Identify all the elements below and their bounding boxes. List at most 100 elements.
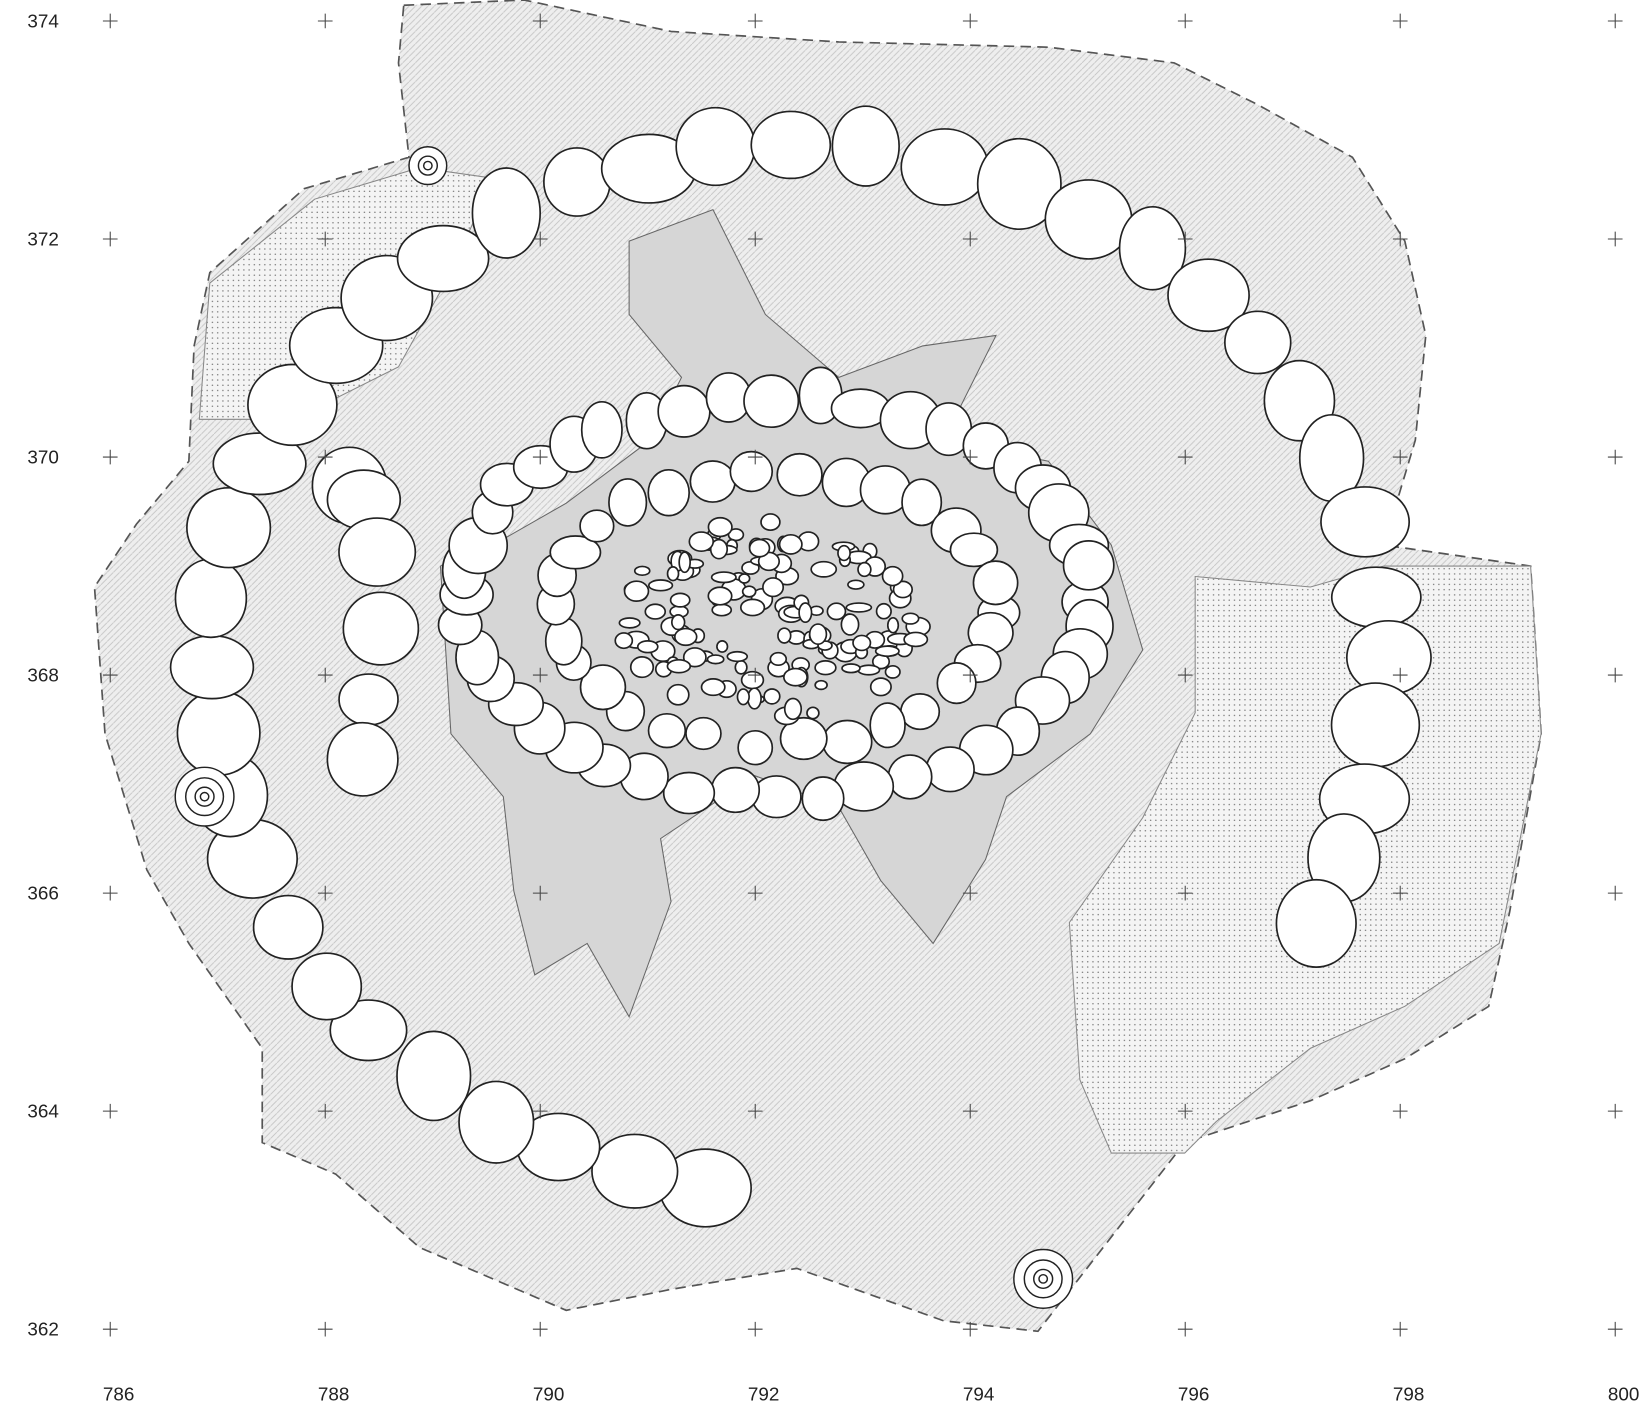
- stone: [580, 400, 623, 459]
- stone: [869, 702, 906, 749]
- stone: [763, 688, 781, 705]
- y-label: 366: [27, 882, 58, 903]
- grid-cross: [1392, 1321, 1408, 1337]
- stone: [734, 660, 748, 675]
- stone: [252, 894, 324, 960]
- stone: [739, 598, 766, 617]
- stone: [841, 663, 861, 674]
- grid-cross: [532, 1321, 548, 1337]
- stone: [798, 602, 813, 624]
- grid-cross: [1177, 231, 1193, 247]
- stone: [174, 558, 248, 639]
- stone: [709, 538, 729, 560]
- grid-cross: [532, 449, 548, 465]
- stone: [636, 640, 659, 654]
- stone: [682, 647, 707, 668]
- grid-cross: [1607, 13, 1623, 29]
- stone: [852, 634, 872, 652]
- grid-cross: [1392, 449, 1408, 465]
- stone: [688, 531, 715, 553]
- grid-cross: [1392, 667, 1408, 683]
- grid-cross: [102, 1321, 118, 1337]
- stone: [777, 627, 792, 644]
- grid-cross: [747, 449, 763, 465]
- stone: [629, 656, 655, 679]
- stone: [936, 662, 977, 705]
- stone: [881, 565, 904, 587]
- stone: [837, 544, 851, 562]
- grid-cross: [1177, 667, 1193, 683]
- grid-cross: [532, 13, 548, 29]
- post-hole: [199, 791, 210, 802]
- x-label: 790: [533, 1383, 564, 1404]
- stone: [644, 603, 667, 620]
- stone: [338, 517, 417, 587]
- stone: [671, 614, 686, 631]
- grid-cross: [1607, 885, 1623, 901]
- stone: [822, 719, 873, 765]
- stone: [762, 577, 785, 598]
- stone: [710, 571, 737, 584]
- grid-cross: [1392, 13, 1408, 29]
- stone: [740, 670, 765, 690]
- stone: [471, 167, 542, 259]
- grid-cross: [747, 1103, 763, 1119]
- stone: [662, 771, 716, 815]
- stone: [778, 533, 803, 555]
- stone: [900, 693, 941, 731]
- stone: [737, 729, 774, 766]
- stone: [779, 716, 828, 761]
- stone: [706, 654, 725, 665]
- x-label: 798: [1393, 1383, 1424, 1404]
- stone: [806, 706, 820, 720]
- stone: [685, 716, 722, 751]
- stone: [329, 999, 408, 1062]
- y-label: 374: [27, 10, 58, 31]
- grid-cross: [102, 231, 118, 247]
- stone: [673, 627, 698, 647]
- stone: [826, 602, 847, 621]
- stone: [875, 602, 892, 620]
- stone: [769, 651, 788, 667]
- stone: [857, 664, 881, 676]
- grid-cross: [747, 13, 763, 29]
- grid-cross: [102, 667, 118, 683]
- stone: [887, 754, 933, 800]
- stone: [1330, 682, 1421, 768]
- grid-cross: [962, 13, 978, 29]
- stone: [338, 673, 399, 726]
- stone: [892, 580, 913, 599]
- stone: [700, 678, 726, 697]
- stone: [900, 128, 990, 206]
- stone: [847, 579, 865, 590]
- stone: [869, 677, 892, 697]
- post-hole: [422, 160, 433, 171]
- grid-cross: [1392, 231, 1408, 247]
- x-label: 796: [1178, 1383, 1209, 1404]
- y-label: 364: [27, 1100, 58, 1121]
- stone: [783, 697, 803, 721]
- stone: [814, 660, 837, 676]
- stone: [669, 592, 691, 608]
- stone: [666, 659, 692, 674]
- stone: [801, 776, 845, 822]
- x-label: 788: [318, 1383, 349, 1404]
- stone: [666, 566, 680, 582]
- stone: [1345, 619, 1432, 696]
- stone: [901, 612, 920, 625]
- stone: [247, 363, 338, 447]
- stone: [1118, 206, 1187, 291]
- grid: 374 372 370 368 366 364 362 786 788 790 792 794 796 7…: [27, 10, 1639, 1404]
- stone: [738, 573, 751, 584]
- grid-cross: [1607, 449, 1623, 465]
- grid-cross: [532, 667, 548, 683]
- grid-cross: [102, 13, 118, 29]
- stone: [458, 1080, 535, 1164]
- grid-cross: [1607, 231, 1623, 247]
- grid-cross: [317, 1103, 333, 1119]
- stone: [579, 509, 615, 543]
- stone: [1330, 566, 1422, 629]
- stone: [716, 640, 729, 653]
- grid-cross: [1607, 667, 1623, 683]
